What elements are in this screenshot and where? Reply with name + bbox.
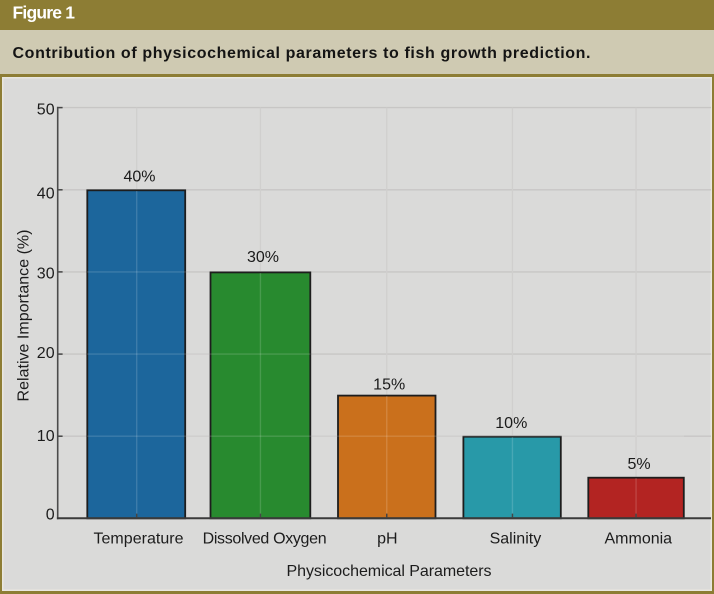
svg-text:30%: 30% <box>247 249 279 266</box>
svg-text:Temperature: Temperature <box>94 531 184 548</box>
svg-text:pH: pH <box>377 531 397 548</box>
svg-text:40: 40 <box>37 186 55 203</box>
svg-text:5%: 5% <box>627 456 650 473</box>
svg-text:10%: 10% <box>495 415 527 432</box>
svg-text:10: 10 <box>37 428 55 445</box>
svg-text:20: 20 <box>37 345 55 362</box>
svg-text:Salinity: Salinity <box>490 531 542 548</box>
svg-text:Physicochemical Parameters: Physicochemical Parameters <box>287 563 492 580</box>
svg-text:40%: 40% <box>123 168 155 185</box>
svg-text:Figure 1: Figure 1 <box>13 2 76 22</box>
svg-text:30: 30 <box>37 265 55 282</box>
svg-text:Ammonia: Ammonia <box>605 531 673 548</box>
svg-text:Contribution of physicochemica: Contribution of physicochemical paramete… <box>13 45 591 62</box>
svg-text:0: 0 <box>46 507 55 524</box>
svg-text:Relative Importance (%): Relative Importance (%) <box>16 230 33 402</box>
svg-text:50: 50 <box>37 101 55 118</box>
svg-text:15%: 15% <box>373 376 405 393</box>
svg-text:Dissolved Oxygen: Dissolved Oxygen <box>203 531 327 548</box>
